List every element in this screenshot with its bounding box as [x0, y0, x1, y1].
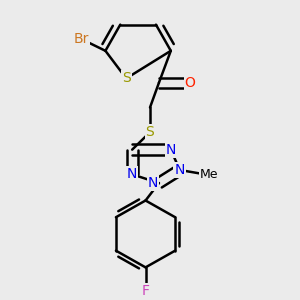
Text: F: F [142, 284, 149, 298]
Text: Br: Br [74, 32, 89, 46]
Text: N: N [175, 163, 185, 177]
Text: S: S [146, 125, 154, 139]
Text: N: N [127, 167, 137, 181]
Text: Me: Me [200, 168, 219, 181]
Text: O: O [185, 76, 196, 90]
Text: N: N [148, 176, 158, 190]
Text: S: S [122, 71, 130, 85]
Text: N: N [166, 142, 176, 157]
